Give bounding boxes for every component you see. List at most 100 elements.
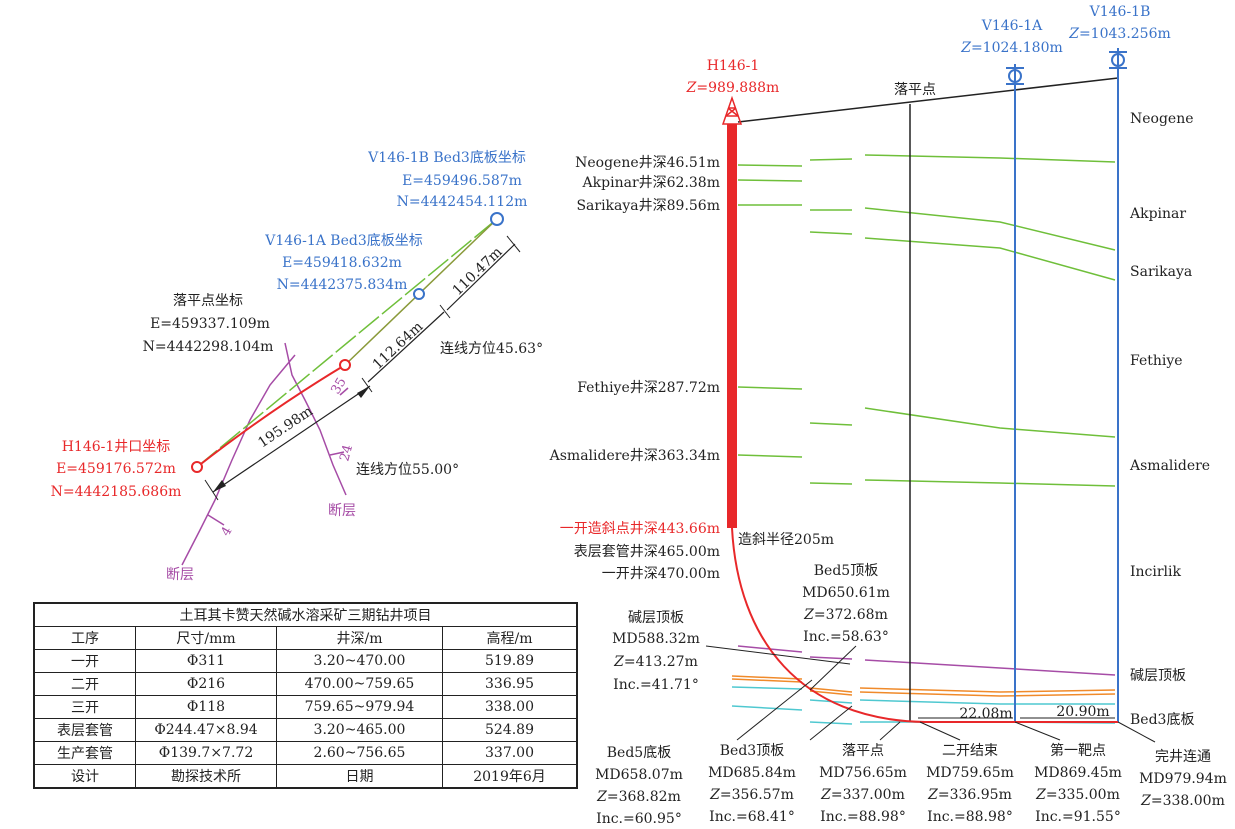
svg-text:Bed3顶板: Bed3顶板 — [720, 743, 784, 759]
depth-label: Neogene井深46.51m — [575, 155, 720, 171]
svg-text:碱层顶板: 碱层顶板 — [628, 610, 684, 626]
fault-label-2: 断层 — [166, 567, 194, 583]
svg-text:Bed5底板: Bed5底板 — [607, 745, 671, 761]
table-header-row: 工序 尺寸/mm 井深/m 高程/m — [33, 626, 578, 650]
h1-coord-title: H146-1井口坐标 — [62, 439, 171, 455]
table-header: 工序 — [33, 626, 136, 650]
svg-text:Inc.=68.41°: Inc.=68.41° — [709, 809, 795, 825]
svg-text:二开结束: 二开结束 — [942, 743, 998, 759]
callout-bed5-floor: Bed5底板 MD658.07m Z=368.82m Inc.=60.95° — [595, 745, 683, 827]
v1b-coord-e: E=459496.587m — [402, 173, 522, 189]
table-cell: 759.65~979.94 — [276, 695, 443, 719]
drilling-spec-table: 土耳其卡赞天然碱水溶采矿三期钻井项目 工序 尺寸/mm 井深/m 高程/m 一开… — [33, 602, 578, 789]
table-cell: 勘探技术所 — [135, 764, 277, 789]
formation-incirlik: Incirlik — [1130, 564, 1182, 580]
h1-coord-e: E=459176.572m — [56, 461, 176, 477]
v1a-coord-title: V146-1A Bed3底板坐标 — [264, 233, 422, 249]
table-cell: 470.00~759.65 — [276, 672, 443, 696]
table-cell: 338.00 — [442, 695, 578, 719]
svg-text:Inc.=91.55°: Inc.=91.55° — [1035, 809, 1121, 825]
plan-well-trajectory — [196, 364, 346, 468]
svg-text:MD869.45m: MD869.45m — [1034, 765, 1122, 781]
table-cell: 3.20~465.00 — [276, 718, 443, 742]
depth-label: Akpinar井深62.38m — [582, 175, 720, 191]
table-cell: 表层套管 — [33, 718, 136, 742]
fault-tick-2: 24 — [337, 443, 356, 463]
depth-label: 一开井深470.00m — [602, 566, 720, 582]
fault-line-1 — [284, 342, 347, 496]
v1a-wellhead-icon — [1006, 64, 1024, 88]
v1b-coord-title: V146-1B Bed3底板坐标 — [367, 150, 526, 166]
table-header: 尺寸/mm — [135, 626, 277, 650]
svg-text:MD756.65m: MD756.65m — [819, 765, 907, 781]
ground-surface — [737, 77, 1119, 123]
spacing-label-2: 20.90m — [1056, 704, 1109, 720]
depth-label: Sarikaya井深89.56m — [576, 198, 720, 214]
callout-bed3-roof: Bed3顶板 MD685.84m Z=356.57m Inc.=68.41° — [708, 743, 796, 825]
table-header: 高程/m — [442, 626, 578, 650]
cross-section: H146-1 Z=989.888m V146-1A Z=1024.180m V1… — [549, 4, 1227, 827]
svg-text:Inc.=88.98°: Inc.=88.98° — [927, 809, 1013, 825]
callout-leaders — [705, 645, 1156, 743]
azimuth-label-2: 连线方位55.00° — [356, 462, 459, 478]
table-cell: 524.89 — [442, 718, 578, 742]
h1-derrick-icon — [721, 95, 743, 125]
azimuth-label-1: 连线方位45.63° — [440, 341, 543, 357]
svg-text:Inc.=41.71°: Inc.=41.71° — [613, 677, 699, 693]
svg-text:MD979.94m: MD979.94m — [1139, 771, 1227, 787]
fault-label-1: 断层 — [328, 503, 356, 519]
svg-text:MD658.07m: MD658.07m — [595, 767, 683, 783]
svg-text:Z=356.57m: Z=356.57m — [709, 787, 794, 803]
svg-text:MD759.65m: MD759.65m — [926, 765, 1014, 781]
table-cell: Φ139.7×7.72 — [135, 741, 277, 765]
svg-text:Inc.=88.98°: Inc.=88.98° — [820, 809, 906, 825]
landing-point-label: 落平点 — [894, 82, 936, 98]
callout-bed5-roof: Bed5顶板 MD650.61m Z=372.68m Inc.=58.63° — [802, 563, 890, 645]
v1a-elevation: Z=1024.180m — [960, 40, 1063, 56]
formation-fethiye: Fethiye — [1130, 353, 1183, 369]
table-row: 二开 Φ216 470.00~759.65 336.95 — [33, 672, 578, 696]
svg-text:MD588.32m: MD588.32m — [612, 631, 700, 647]
svg-text:Z=368.82m: Z=368.82m — [596, 789, 681, 805]
callout-completion: 完井连通 MD979.94m Z=338.00m — [1139, 749, 1227, 809]
callout-section2-end: 二开结束 MD759.65m Z=336.95m Inc.=88.98° — [926, 743, 1014, 825]
table-row: 一开 Φ311 3.20~470.00 519.89 — [33, 649, 578, 673]
table-cell: 336.95 — [442, 672, 578, 696]
svg-text:Inc.=60.95°: Inc.=60.95° — [596, 811, 682, 827]
v1b-marker — [490, 212, 504, 226]
svg-text:第一靶点: 第一靶点 — [1050, 742, 1106, 759]
table-cell: 生产套管 — [33, 741, 136, 765]
v1a-coord-n: N=4442375.834m — [277, 277, 408, 293]
table-header: 井深/m — [276, 626, 443, 650]
spacing-label-1: 22.08m — [959, 706, 1012, 722]
table-cell: Φ311 — [135, 649, 277, 673]
svg-text:完井连通: 完井连通 — [1155, 749, 1211, 765]
depth-label: 表层套管井深465.00m — [574, 544, 720, 560]
v1a-marker — [413, 288, 425, 300]
table-cell: 2.60~756.65 — [276, 741, 443, 765]
fault-tick-1: 35 — [328, 375, 349, 397]
depth-label: Fethiye井深287.72m — [577, 380, 720, 396]
table-cell: 二开 — [33, 672, 136, 696]
h1-build-curve — [731, 527, 1118, 723]
formation-lines — [737, 154, 1116, 487]
table-row: 表层套管 Φ244.47×8.94 3.20~465.00 524.89 — [33, 718, 578, 742]
table-cell: 3.20~470.00 — [276, 649, 443, 673]
table-cell: Φ118 — [135, 695, 277, 719]
callout-first-target: 第一靶点 MD869.45m Z=335.00m Inc.=91.55° — [1034, 742, 1122, 825]
depth-label: 一开造斜点井深443.66m — [560, 521, 720, 537]
table-cell: 337.00 — [442, 741, 578, 765]
plan-view: 35 24 4 195.98m 112.64m 110.47m V146-1B … — [51, 150, 543, 583]
h1-name: H146-1 — [707, 58, 760, 74]
svg-text:落平点: 落平点 — [842, 743, 884, 759]
formation-akpinar: Akpinar — [1129, 206, 1186, 222]
formation-neogene: Neogene — [1130, 111, 1194, 127]
formation-bed3-floor: Bed3底板 — [1130, 712, 1194, 728]
svg-text:Z=372.68m: Z=372.68m — [803, 607, 888, 623]
build-radius-label: 造斜半径205m — [738, 532, 834, 548]
plan-distance-1: 110.47m — [450, 244, 506, 299]
callout-salt-roof: 碱层顶板 MD588.32m Z=413.27m Inc.=41.71° — [612, 610, 700, 693]
v1b-wellhead-icon — [1109, 48, 1127, 72]
table-cell: Φ244.47×8.94 — [135, 718, 277, 742]
svg-text:Z=336.95m: Z=336.95m — [927, 787, 1012, 803]
